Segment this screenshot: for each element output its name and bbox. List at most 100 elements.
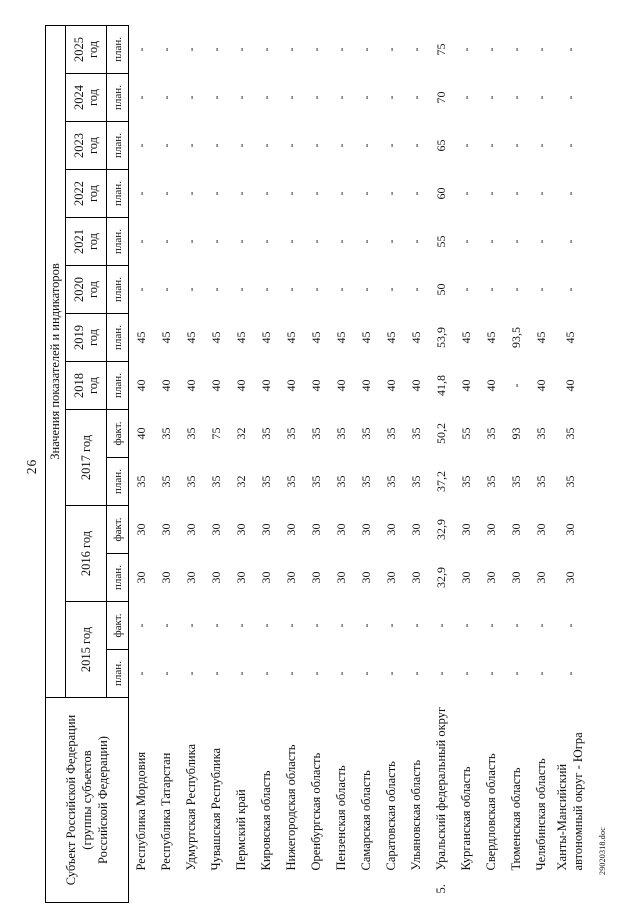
value-cell: 75 (209, 427, 223, 440)
table-row: Чувашская Республика - - 30 30 35 75 40 45 - - - - - - (204, 25, 229, 902)
value-cell: - (359, 191, 373, 196)
value-cell: - (134, 191, 148, 196)
value-cell: - (384, 287, 398, 292)
region-name-inner: Ханты-Мансийский автономный округ - Югра (555, 700, 586, 871)
value-cell: 50 (434, 283, 448, 296)
value-cell: - (234, 623, 248, 628)
region-name-cell: Чувашская Республика (204, 698, 229, 903)
value-cell: - (309, 287, 323, 292)
value-cell: 35 (334, 475, 348, 488)
value-cell: 40 (184, 379, 198, 392)
header-row-main: Субъект Российской Федерации (группы суб… (45, 25, 129, 903)
value-cell: 35 (284, 427, 298, 440)
value-cell: - (409, 47, 423, 52)
value-cell: - (184, 143, 198, 148)
value-cell: 35 (534, 427, 548, 440)
region-name: Нижегородская область (283, 744, 298, 871)
value-cell: - (159, 671, 173, 676)
value-cell: 30 (534, 523, 548, 536)
region-name-cell: Ульяновская область (404, 698, 429, 903)
value-cell: - (509, 383, 523, 388)
value-cell: - (359, 623, 373, 628)
value-cell: 93,5 (509, 327, 523, 348)
value-cell: - (384, 47, 398, 52)
value-cell: - (359, 95, 373, 100)
value-cell: - (534, 191, 548, 196)
table-row: Саратовская область - - 30 30 35 35 40 45 - - - - - - (379, 25, 404, 902)
value-cell: - (259, 191, 273, 196)
region-name: Курганская область (458, 766, 473, 871)
value-cell: 40 (309, 379, 323, 392)
region-name-inner: 5. Уральский федеральный округ (434, 700, 450, 894)
value-cell: - (359, 239, 373, 244)
value-cell: - (384, 239, 398, 244)
sub-header: план. (106, 217, 129, 266)
region-name-cell: Нижегородская область (279, 698, 304, 903)
value-cell: 32,9 (434, 519, 448, 540)
values-header: Значения показателей и индикаторов (45, 25, 66, 698)
value-cell: - (309, 95, 323, 100)
value-cell: - (159, 287, 173, 292)
value-cell: - (209, 671, 223, 676)
value-cell: 30 (134, 571, 148, 584)
value-cell: 30 (234, 523, 248, 536)
value-cell: 30 (209, 523, 223, 536)
value-cell: - (484, 623, 498, 628)
region-name: Оренбургская область (308, 752, 323, 871)
value-cell: - (359, 143, 373, 148)
value-cell: - (563, 239, 578, 244)
region-name-cell: Свердловская область (479, 698, 504, 903)
value-cell: - (484, 47, 498, 52)
region-name-inner: Республика Татарстан (159, 700, 175, 871)
value-cell: - (484, 671, 498, 676)
value-cell: - (484, 95, 498, 100)
value-cell: - (134, 143, 148, 148)
value-cell: - (359, 671, 373, 676)
region-name-cell: Кировская область (254, 698, 279, 903)
value-cell: - (484, 287, 498, 292)
table-body: Республика Мордовия - -30 30 35 40 40 45- - - - - - Р… (129, 25, 588, 902)
value-cell: 35 (184, 475, 198, 488)
value-cell: 45 (234, 331, 248, 344)
value-cell: - (409, 143, 423, 148)
value-cell: - (234, 287, 248, 292)
value-cell: 35 (459, 475, 473, 488)
value-cell: 45 (184, 331, 198, 344)
value-cell: 30 (359, 571, 373, 584)
year-header: 2020 год (65, 265, 107, 314)
value-cell: 30 (209, 571, 223, 584)
value-cell: - (434, 623, 448, 628)
sub-header: план. (106, 121, 129, 170)
value-cell: 40 (234, 379, 248, 392)
value-cell: 55 (459, 427, 473, 440)
year-header: 2025 год (65, 25, 107, 74)
value-cell: - (134, 95, 148, 100)
region-name-inner: Самарская область (359, 700, 375, 870)
year-header: 2018 год (65, 361, 107, 410)
year-header: 2021 год (65, 217, 107, 266)
value-cell: 45 (259, 331, 273, 344)
value-cell: 35 (159, 427, 173, 440)
region-name: Удмуртская Республика (183, 743, 198, 871)
value-cell: 30 (284, 523, 298, 536)
region-name-cell: Курганская область (454, 698, 479, 903)
value-cell: 30 (309, 523, 323, 536)
value-cell: - (309, 191, 323, 196)
value-cell: 32,9 (434, 567, 448, 588)
value-cell: - (459, 671, 473, 676)
sub-header: план. (106, 169, 129, 218)
region-name: Ханты-Мансийский автономный округ - Югра (555, 732, 585, 871)
region-name-inner: Оренбургская область (309, 700, 325, 871)
value-cell: - (184, 239, 198, 244)
value-cell: - (134, 287, 148, 292)
value-cell: 30 (259, 571, 273, 584)
value-cell: - (259, 671, 273, 676)
region-name-inner: Курганская область (459, 700, 475, 871)
region-name-cell: Самарская область (354, 698, 379, 903)
value-cell: 35 (184, 427, 198, 440)
table-row: Пермский край - - 30 30 32 32 40 45 - - - - - - (229, 25, 254, 902)
table-row: Удмуртская Республика - - 30 30 35 35 40 45 - - - - -… (179, 25, 204, 902)
value-cell: 45 (209, 331, 223, 344)
region-name-cell: Пермский край (229, 698, 254, 903)
value-cell: - (534, 239, 548, 244)
